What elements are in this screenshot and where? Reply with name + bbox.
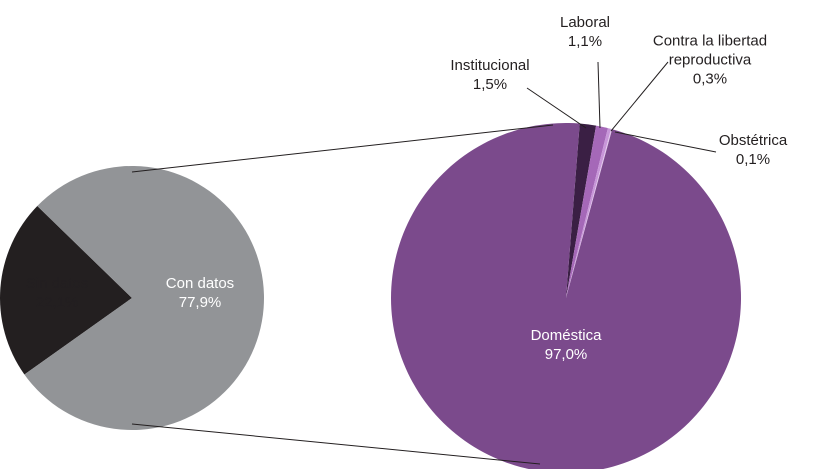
slice-label: Contra la libertad reproductiva 0,3%: [630, 32, 790, 89]
pie-slice: [566, 128, 613, 298]
slice-value-label: 97,0%: [544, 346, 588, 363]
pie-slice: [566, 125, 608, 298]
leader-line: [610, 61, 669, 132]
slice-name-label: Laboral: [559, 14, 611, 31]
connector-line: [131, 124, 554, 173]
leader-line: [597, 61, 601, 129]
slice-label: Obstétrica 0,1%: [719, 131, 787, 169]
slice-value-label: 0,3%: [692, 70, 728, 88]
slice-label: Doméstica 97,0%: [531, 326, 602, 364]
slice-label: Con datos 77,9%: [166, 274, 234, 312]
slice-value-label: 1,5%: [472, 76, 508, 93]
slice-value-label: 22,1%: [35, 294, 79, 311]
slice-value-label: 1,1%: [567, 33, 603, 50]
slice-name-label: Sin datos: [25, 275, 89, 292]
slice-name-label: Contra la libertad reproductiva: [652, 32, 768, 69]
pie-slice: [391, 123, 741, 469]
slice-name-label: Doméstica: [530, 327, 602, 344]
slice-name-label: Institucional: [450, 57, 530, 74]
slice-name-label: Con datos: [165, 275, 235, 292]
leader-line: [526, 87, 587, 129]
pie-slice: [0, 206, 132, 375]
slice-label: Sin datos 22,1%: [26, 274, 89, 312]
connector-line: [131, 423, 541, 465]
slice-label: Institucional 1,5%: [450, 56, 529, 94]
slice-value-label: 0,1%: [735, 151, 771, 168]
leader-line: [614, 131, 717, 153]
pie-slice: [566, 123, 597, 299]
pie-slice: [566, 128, 612, 298]
slice-name-label: Obstétrica: [718, 132, 788, 149]
slice-label: Laboral 1,1%: [560, 13, 610, 51]
slice-value-label: 77,9%: [178, 294, 222, 311]
pie-slice: [24, 166, 264, 431]
